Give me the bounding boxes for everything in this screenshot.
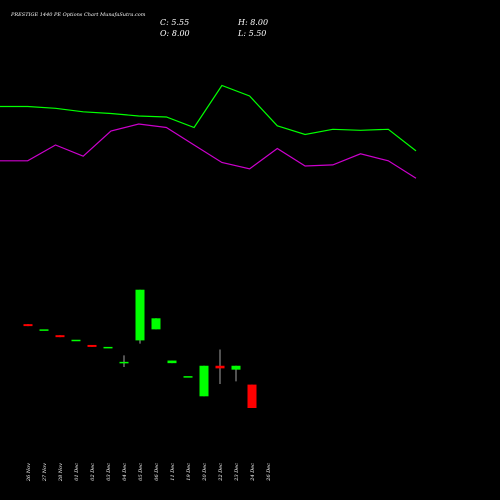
close-readout: C: 5.55 [160,18,189,27]
series-layer [0,84,417,179]
candle-body [247,384,257,408]
x-tick-label: 24 Dec [250,463,256,482]
candle-23-dec [231,365,241,382]
candle-body [103,346,113,349]
chart-title: PRESTIGE 1440 PE Options Chart MunafaSut… [10,12,146,18]
high-readout: H: 8.00 [237,18,268,27]
candle-27-nov [39,329,49,331]
indicator-line-1 [0,84,417,152]
x-tick-label: 23 Dec [234,463,240,482]
candle-body [71,339,81,342]
x-tick-label: 11 Dec [170,463,176,481]
x-tick-label: 27 Nov [42,463,48,482]
candle-body [151,318,161,330]
x-axis-ticks: 26 Nov 27 Nov 28 Nov 01 Dec 02 Dec 03 Dec 04 D… [26,463,272,482]
candle-body [23,324,33,327]
candle-body [87,344,97,347]
x-tick-label: 19 Dec [186,463,192,481]
x-tick-label: 01 Dec [74,463,80,481]
candle-01-dec [71,339,81,342]
x-tick-label: 26 Nov [26,463,32,482]
candle-28-nov [55,335,65,338]
x-tick-label: 26 Dec [266,463,272,482]
candle-body [167,360,177,364]
x-tick-label: 28 Nov [58,463,64,482]
x-tick-label: 03 Dec [106,463,112,481]
candle-05-dec [135,289,145,344]
candle-22-dec [215,349,225,384]
candle-20-dec [199,365,209,397]
candle-24-dec [247,384,257,408]
open-readout: O: 8.00 [160,29,190,38]
candle-layer [23,289,257,408]
x-tick-label: 22 Dec [218,463,224,482]
candle-body [119,361,129,364]
x-tick-label: 02 Dec [90,463,96,481]
x-tick-label: 20 Dec [202,463,208,482]
candle-26-nov [23,324,33,327]
candle-03-dec [103,346,113,349]
candle-body [55,335,65,338]
candle-04-dec [119,355,129,368]
candle-body [39,329,49,331]
x-tick-label: 06 Dec [154,463,160,481]
x-tick-label: 05 Dec [138,463,144,481]
candle-body [135,289,145,341]
candle-06-dec [151,318,161,330]
x-tick-label: 04 Dec [122,463,128,481]
low-readout: L: 5.50 [237,29,266,38]
candle-02-dec [87,344,97,347]
indicator-line-2 [0,123,417,179]
candle-body [231,365,241,370]
candle-body [215,365,225,369]
candle-body [183,376,193,378]
candle-11-dec [167,360,177,364]
candle-19-dec [183,376,193,378]
candle-body [199,365,209,397]
